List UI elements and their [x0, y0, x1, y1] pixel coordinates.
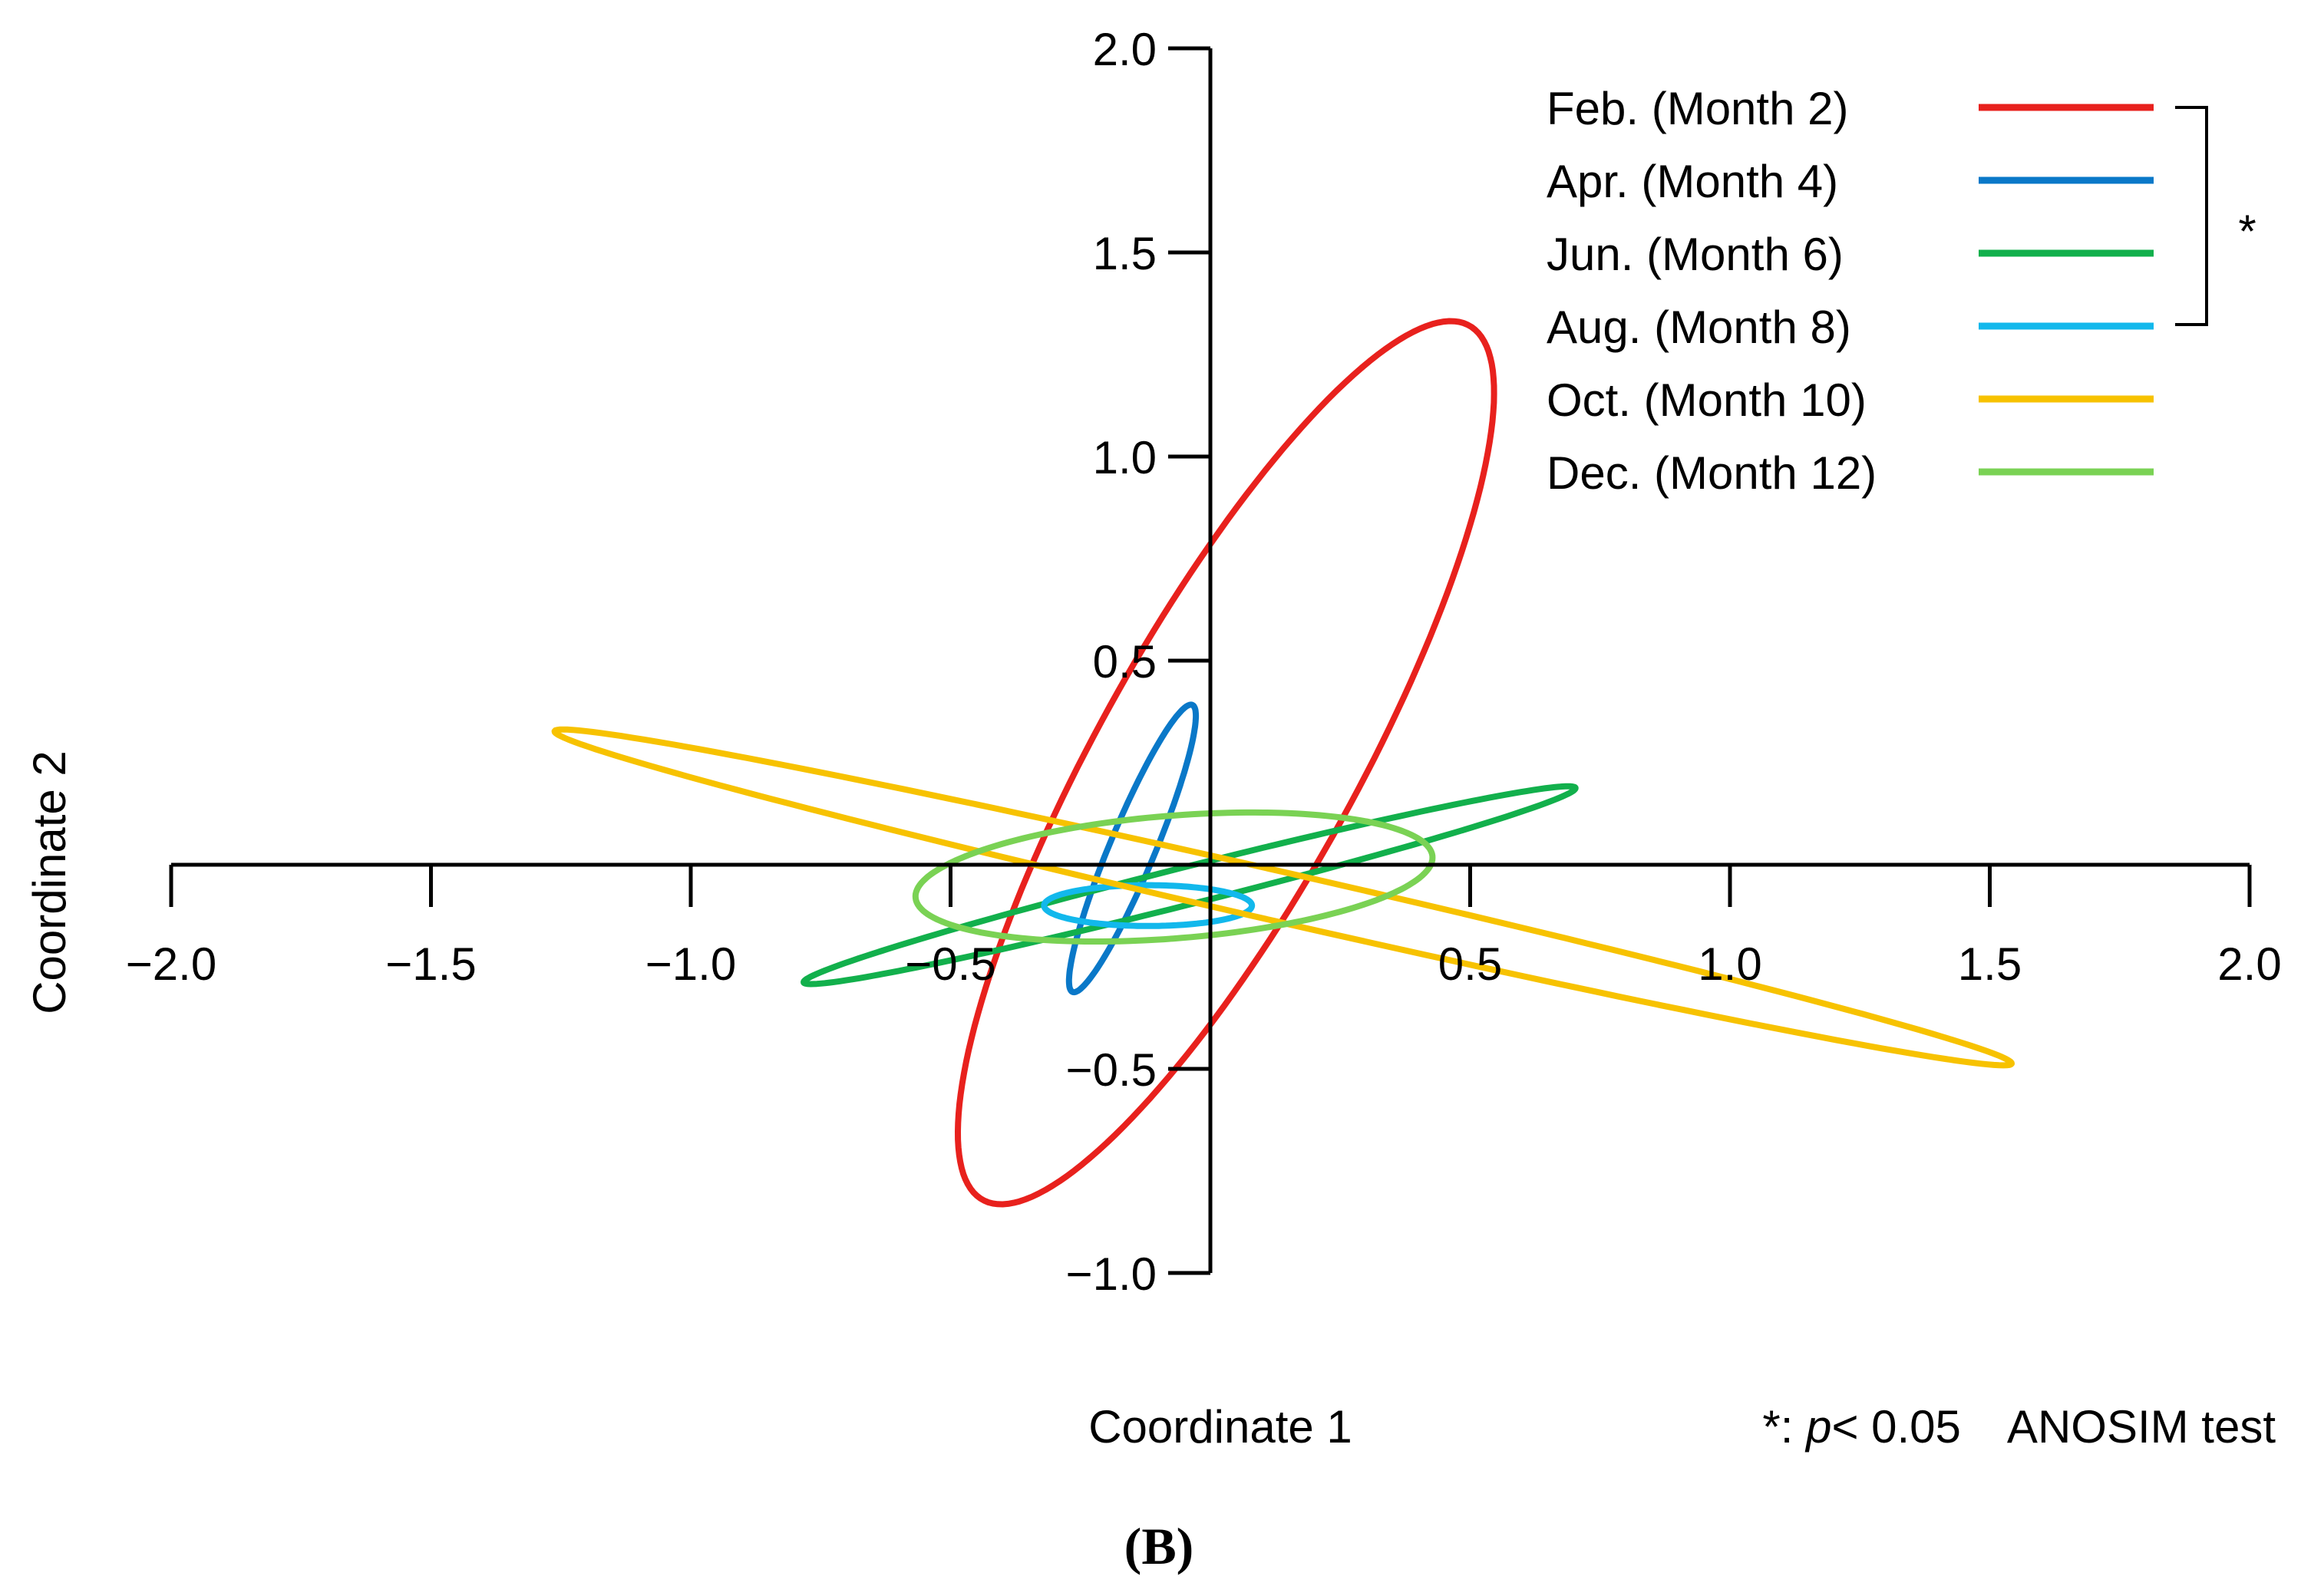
- x-axis-label: Coordinate 1: [1088, 1401, 1352, 1453]
- panel-label: (B): [1124, 1517, 1194, 1575]
- y-tick-label: 0.5: [1093, 636, 1157, 688]
- x-tick-label: −1.5: [385, 938, 476, 990]
- significance-marker: *: [2238, 206, 2256, 257]
- bracket-line: [2175, 106, 2208, 326]
- annotation-suffix: < 0.05 ANOSIM test: [1831, 1401, 2276, 1453]
- y-tick-label: 1.0: [1093, 432, 1157, 483]
- x-tick-label: 1.5: [1958, 938, 2022, 990]
- tick-labels: −2.0 −1.5 −1.0 −0.5 0.5 1.0 1.5 2.0 2.0 1.5 1.0 0.5…: [126, 24, 2282, 1300]
- legend-label-dec-month-12: Dec. (Month 12): [1547, 447, 1877, 499]
- y-tick-label: 1.5: [1093, 228, 1157, 279]
- ellipse-layer: [551, 318, 2015, 1208]
- y-tick-label: 2.0: [1093, 24, 1157, 75]
- annotation-p: p: [1804, 1401, 1831, 1453]
- x-tick-label: −1.0: [645, 938, 736, 990]
- x-tick-label: 1.0: [1698, 938, 1761, 990]
- ellipse-apr-month-4: [1065, 701, 1200, 996]
- y-tick-label: −0.5: [1066, 1044, 1157, 1096]
- legend-label-apr-month-4: Apr. (Month 4): [1547, 156, 1838, 207]
- axes: [169, 46, 2252, 1275]
- annotation-note: *: p< 0.05 ANOSIM test: [1762, 1401, 2276, 1453]
- legend-label-jun-month-6: Jun. (Month 6): [1547, 229, 1844, 280]
- ellipse-dec-month-12: [912, 809, 1436, 945]
- significance-bracket: *: [2175, 106, 2256, 326]
- ellipse-aug-month-8: [1041, 882, 1256, 929]
- x-tick-label: 0.5: [1438, 938, 1502, 990]
- legend: Feb. (Month 2) Apr. (Month 4) Jun. (Month …: [1547, 83, 2154, 499]
- ellipse-feb-month-2: [955, 318, 1497, 1208]
- x-tick-label: −2.0: [126, 938, 216, 990]
- y-axis-label: Coordinate 2: [24, 750, 75, 1014]
- legend-label-oct-month-10: Oct. (Month 10): [1547, 374, 1867, 426]
- x-tick-label: −0.5: [905, 938, 995, 990]
- legend-label-aug-month-8: Aug. (Month 8): [1547, 302, 1851, 353]
- ellipse-oct-month-10: [551, 726, 2015, 1069]
- annotation-prefix: *:: [1762, 1401, 1806, 1453]
- y-tick-label: −1.0: [1066, 1248, 1157, 1300]
- x-tick-label: 2.0: [2217, 938, 2281, 990]
- legend-label-feb-month-2: Feb. (Month 2): [1547, 83, 1849, 134]
